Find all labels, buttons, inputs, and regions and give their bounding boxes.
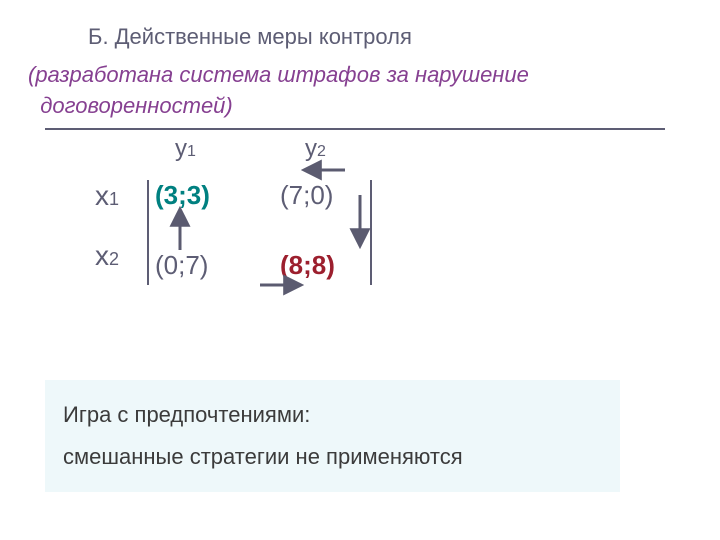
title-underline	[45, 128, 665, 130]
section-title: Б. Действенные меры контроля	[88, 24, 412, 50]
conclusion-box: Игра с предпочтениями: смешанные стратег…	[45, 380, 620, 492]
matrix-arrows	[95, 135, 455, 315]
conclusion-line-2: смешанные стратегии не применяются	[63, 436, 602, 478]
section-subtitle: (разработана система штрафов за нарушени…	[28, 60, 678, 122]
subtitle-line-1: (разработана система штрафов за нарушени…	[28, 62, 529, 87]
conclusion-line-1: Игра с предпочтениями:	[63, 394, 602, 436]
subtitle-line-2: договоренностей)	[40, 93, 233, 118]
